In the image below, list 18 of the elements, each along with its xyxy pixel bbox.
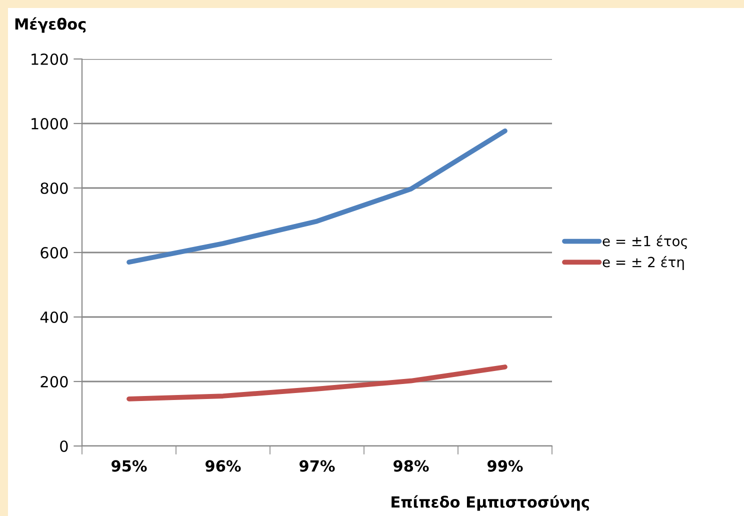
y-tick-label: 0 [60, 440, 68, 452]
legend-label: e = ±1 έτος [602, 235, 688, 250]
x-tick-label: 98% [394, 460, 429, 472]
line-series [126, 128, 508, 265]
y-tick-label: 600 [40, 246, 68, 259]
line-series [126, 364, 508, 402]
x-tick-label: 96% [206, 460, 241, 472]
x-tick-label: 95% [112, 460, 147, 472]
y-tick-label: 800 [40, 182, 68, 194]
legend-label: e = ± 2 έτη [602, 256, 684, 270]
x-tick-label: 97% [300, 460, 335, 472]
y-axis-title: Μέγεθος [15, 17, 86, 33]
y-tick-label: 1200 [32, 53, 68, 66]
x-axis-title: Επίπεδο Εμπιστοσύνης [392, 495, 589, 511]
y-tick-label: 400 [40, 311, 68, 324]
y-tick-label: 200 [40, 376, 68, 388]
y-tick-label: 1000 [32, 118, 68, 130]
x-tick-label: 99% [488, 460, 523, 472]
